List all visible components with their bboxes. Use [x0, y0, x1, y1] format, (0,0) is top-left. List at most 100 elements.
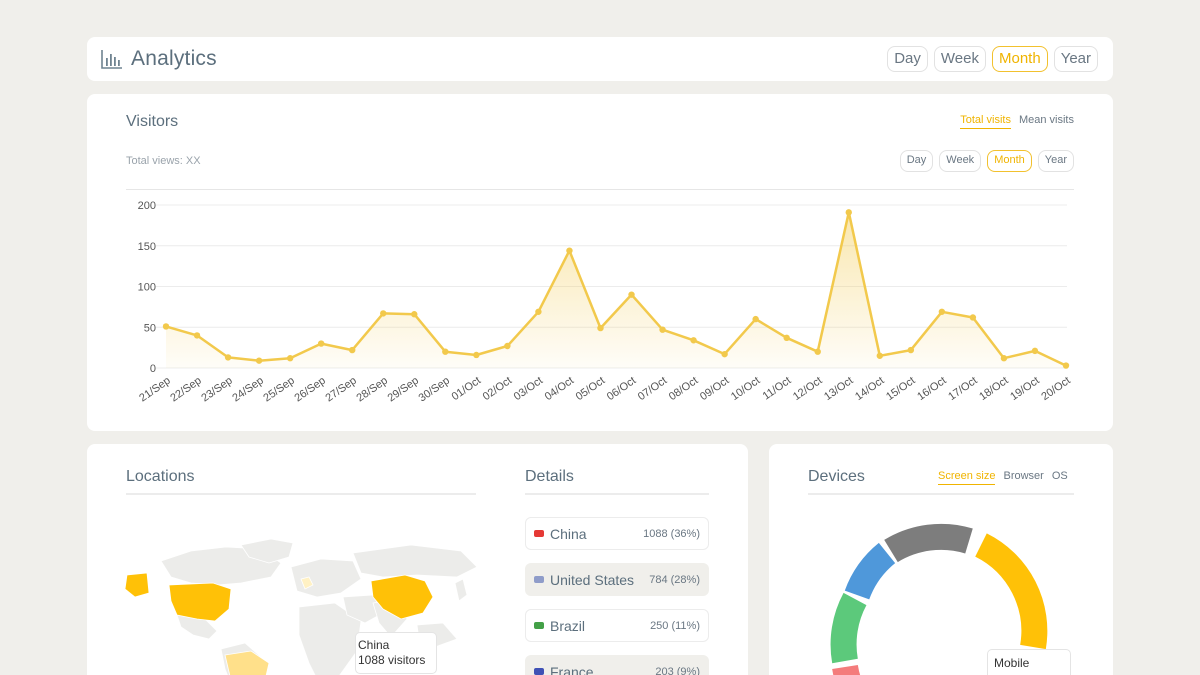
details-title: Details	[525, 468, 574, 485]
x-tick-label: 27/Sep	[323, 375, 358, 405]
x-tick-label: 19/Oct	[1008, 375, 1041, 403]
china-flag-icon	[534, 530, 544, 537]
detail-row-united-states[interactable]: United States 784 (28%)	[525, 563, 709, 596]
data-point	[286, 355, 294, 362]
series-line	[165, 211, 1067, 367]
devices-donut-chart	[830, 523, 1048, 675]
y-tick-label: 100	[138, 282, 156, 294]
x-tick-label: 16/Oct	[915, 375, 948, 403]
x-tick-label: 07/Oct	[636, 375, 669, 403]
data-point	[442, 348, 449, 355]
map-japan	[454, 578, 468, 602]
tab-browser[interactable]: Browser	[1003, 470, 1044, 482]
tab-mean-visits[interactable]: Mean visits	[1018, 114, 1074, 126]
visitors-card: Visitors Total visits Mean visits Total …	[87, 94, 1113, 431]
detail-value: 203 (9%)	[655, 665, 700, 675]
x-tick-label: 14/Oct	[853, 375, 886, 403]
visitors-range-day-button[interactable]: Day	[899, 150, 934, 172]
x-tick-label: 22/Sep	[168, 375, 203, 405]
detail-row-china[interactable]: China 1088 (36%)	[525, 517, 709, 550]
map-russia	[352, 544, 478, 578]
range-week-button[interactable]: Week	[933, 46, 986, 72]
total-views-label: Total views: XX	[126, 155, 201, 167]
data-point	[721, 350, 728, 358]
x-tick-label: 10/Oct	[729, 375, 762, 403]
map-alaska	[124, 572, 150, 598]
x-tick-label: 23/Sep	[199, 375, 234, 405]
detail-value: 784 (28%)	[649, 573, 700, 586]
bar-chart-icon	[101, 50, 122, 69]
x-tick-label: 20/Oct	[1039, 375, 1072, 403]
devices-tooltip: Mobile	[987, 649, 1071, 675]
x-tick-label: 17/Oct	[946, 375, 979, 403]
detail-country: China	[550, 525, 587, 542]
data-point	[193, 332, 201, 339]
data-point	[224, 354, 232, 361]
divider	[126, 493, 476, 495]
divider	[808, 493, 1074, 495]
donut-segment-gray	[884, 523, 973, 563]
map-africa	[298, 602, 362, 675]
range-year-button[interactable]: Year	[1053, 46, 1098, 72]
data-point	[1031, 347, 1039, 355]
devices-card: Devices Screen size Browser OS Mobile	[769, 444, 1113, 675]
data-point	[1000, 355, 1008, 362]
map-greenland	[240, 539, 294, 564]
detail-row-brazil[interactable]: Brazil 250 (11%)	[525, 609, 709, 642]
donut-segment-blue	[844, 542, 896, 600]
detail-value: 250 (11%)	[650, 619, 700, 632]
x-tick-label: 28/Sep	[355, 375, 390, 405]
map-tooltip: China 1088 visitors	[355, 632, 437, 674]
x-tick-label: 29/Sep	[386, 375, 421, 405]
locations-card: Locations China 1088 visitors Details	[87, 444, 748, 675]
y-tick-label: 150	[138, 241, 156, 253]
visitors-range-week-button[interactable]: Week	[939, 150, 982, 172]
tab-total-visits[interactable]: Total visits	[960, 114, 1011, 129]
brazil-flag-icon	[534, 622, 544, 629]
detail-row-france[interactable]: France 203 (9%)	[525, 655, 709, 675]
visitors-range-year-button[interactable]: Year	[1037, 150, 1074, 172]
data-point	[411, 311, 418, 318]
data-point	[255, 357, 263, 364]
data-point	[845, 209, 852, 216]
x-tick-label: 30/Sep	[417, 375, 452, 405]
y-tick-label: 200	[138, 200, 156, 212]
x-tick-label: 21/Sep	[137, 375, 172, 405]
devices-tooltip-label: Mobile	[994, 656, 1030, 670]
data-point	[659, 326, 666, 333]
map-china	[370, 574, 434, 620]
data-point	[876, 352, 883, 359]
devices-tabs: Screen size Browser OS	[938, 470, 1068, 485]
data-point	[938, 308, 946, 315]
header-range-selector: Day Week Month Year	[887, 46, 1098, 72]
detail-country: France	[550, 663, 594, 675]
x-tick-label: 26/Sep	[292, 375, 327, 405]
us-flag-icon	[534, 576, 544, 583]
area-fill	[166, 212, 1066, 368]
x-tick-label: 09/Oct	[698, 375, 731, 403]
data-point	[162, 323, 170, 330]
detail-country: United States	[550, 571, 635, 588]
data-point	[380, 310, 387, 317]
range-month-button[interactable]: Month	[991, 46, 1048, 72]
data-point	[814, 348, 821, 355]
divider	[525, 493, 709, 495]
tooltip-visitors: 1088 visitors	[358, 653, 426, 667]
tab-screen-size[interactable]: Screen size	[938, 470, 996, 485]
data-point	[566, 247, 573, 254]
x-tick-label: 24/Sep	[230, 375, 265, 405]
detail-country: Brazil	[550, 617, 586, 634]
x-tick-label: 02/Oct	[481, 375, 514, 403]
donut-segment-green	[830, 592, 867, 664]
map-europe	[290, 558, 362, 598]
tab-os[interactable]: OS	[1051, 470, 1068, 482]
detail-value: 1088 (36%)	[643, 527, 700, 540]
data-point	[349, 346, 356, 354]
map-france	[300, 576, 314, 590]
header-bar: Analytics Day Week Month Year	[87, 37, 1113, 81]
visitors-metric-tabs: Total visits Mean visits	[960, 114, 1074, 129]
locations-title: Locations	[126, 468, 195, 485]
visitors-range-month-button[interactable]: Month	[987, 150, 1032, 172]
range-day-button[interactable]: Day	[887, 46, 928, 72]
x-tick-label: 06/Oct	[605, 375, 638, 403]
